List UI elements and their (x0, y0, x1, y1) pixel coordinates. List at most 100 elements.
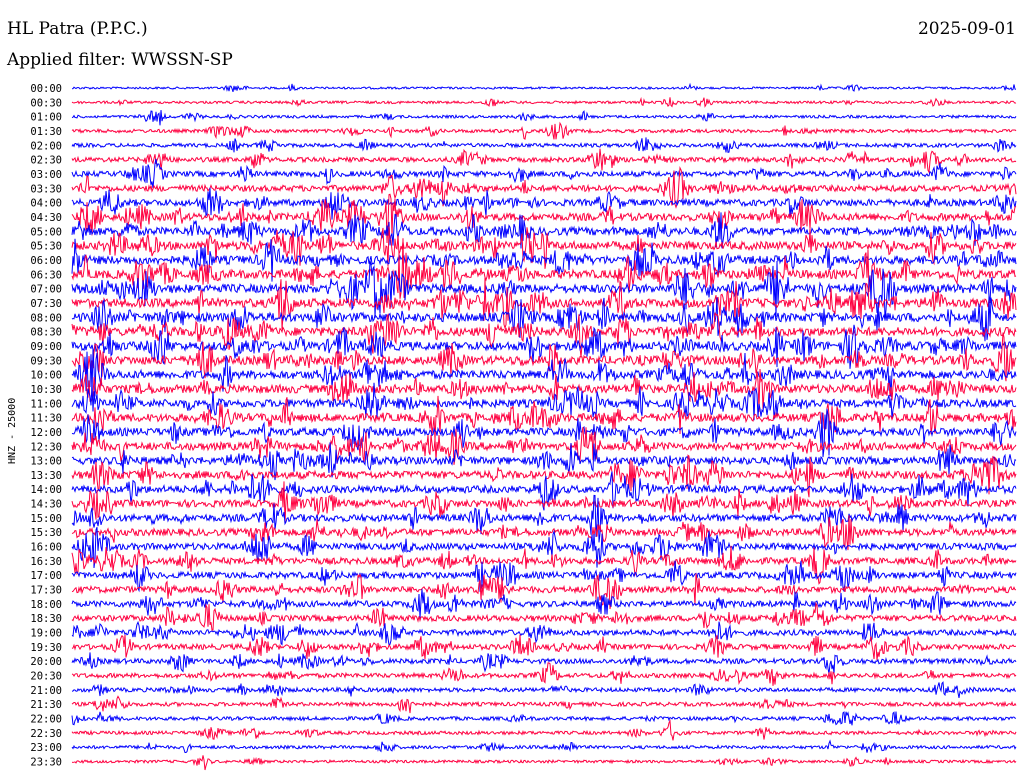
seismic-trace (71, 260, 1017, 321)
seismic-trace (71, 652, 1017, 675)
y-tick-label: 15:30 (30, 527, 62, 539)
seismic-trace (71, 312, 1017, 358)
seismic-trace (71, 739, 1017, 754)
seismic-trace (71, 166, 1017, 209)
seismic-trace (71, 238, 1017, 299)
seismic-trace (71, 295, 1017, 342)
seismic-trace (71, 527, 1017, 569)
y-tick-label: 20:00 (30, 656, 62, 668)
seismic-trace (71, 158, 1017, 189)
seismic-trace (71, 589, 1017, 619)
y-tick-label: 20:30 (30, 671, 62, 683)
y-tick-label: 23:00 (30, 742, 62, 754)
station-title: HL Patra (P.P.C.) (7, 19, 148, 39)
seismic-trace (71, 620, 1017, 646)
y-tick-label: 01:00 (30, 112, 62, 124)
seismic-trace (71, 187, 1017, 220)
seismic-trace (71, 193, 1017, 244)
y-tick-label: 13:00 (30, 456, 62, 468)
seismic-trace (71, 427, 1017, 465)
y-tick-label: 12:00 (30, 427, 62, 439)
y-tick-label: 16:00 (30, 542, 62, 554)
seismic-trace (71, 349, 1017, 398)
y-tick-label: 12:30 (30, 441, 62, 453)
seismic-trace (71, 481, 1017, 524)
y-tick-label: 09:00 (30, 341, 62, 353)
seismic-trace (71, 368, 1017, 412)
seismic-trace (71, 212, 1017, 249)
filter-subtitle: Applied filter: WWSSN-SP (7, 50, 233, 70)
seismic-trace (71, 711, 1017, 726)
y-tick-label: 02:30 (30, 155, 62, 167)
seismic-trace (71, 110, 1017, 126)
y-tick-label: 10:30 (30, 384, 62, 396)
seismic-trace (71, 408, 1017, 458)
seismic-trace (71, 719, 1017, 741)
seismic-trace (71, 96, 1017, 108)
y-tick-label: 18:00 (30, 599, 62, 611)
seismic-trace (71, 560, 1017, 593)
y-tick-label: 17:00 (30, 570, 62, 582)
y-tick-label: 23:30 (30, 757, 62, 769)
y-tick-label: 08:30 (30, 327, 62, 339)
y-tick-label: 22:30 (30, 728, 62, 740)
seismic-trace (71, 121, 1017, 140)
y-tick-label: 08:00 (30, 312, 62, 324)
y-tick-label: 05:00 (30, 226, 62, 238)
seismic-trace (71, 324, 1017, 369)
seismic-trace (71, 515, 1017, 551)
y-tick-label: 11:30 (30, 413, 62, 425)
y-tick-label: 00:30 (30, 97, 62, 109)
y-tick-label: 22:00 (30, 714, 62, 726)
seismic-trace (71, 442, 1017, 481)
y-tick-label: 11:00 (30, 398, 62, 410)
y-tick-label: 14:00 (30, 484, 62, 496)
seismic-trace (71, 137, 1017, 154)
seismic-trace (71, 662, 1017, 686)
y-tick-label: 01:30 (30, 126, 62, 138)
y-tick-label: 06:30 (30, 269, 62, 281)
seismic-trace (71, 634, 1017, 661)
seismic-trace (71, 681, 1017, 698)
seismic-trace (71, 395, 1017, 441)
y-tick-label: 21:30 (30, 699, 62, 711)
y-tick-label: 16:30 (30, 556, 62, 568)
y-tick-label: 07:30 (30, 298, 62, 310)
y-tick-label: 14:30 (30, 499, 62, 511)
y-tick-label: 04:00 (30, 198, 62, 210)
y-tick-label: 04:30 (30, 212, 62, 224)
seismic-trace (71, 695, 1017, 714)
seismic-trace (71, 382, 1017, 421)
seismic-trace (71, 226, 1017, 269)
y-tick-label: 13:30 (30, 470, 62, 482)
y-axis-label: HNZ - 25000 (7, 398, 18, 464)
y-tick-label: 03:00 (30, 169, 62, 181)
seismic-trace (71, 238, 1017, 282)
seismic-trace (71, 545, 1017, 585)
seismic-trace (71, 601, 1017, 631)
seismic-trace (71, 573, 1017, 610)
y-tick-label: 10:00 (30, 370, 62, 382)
y-tick-label: 09:30 (30, 355, 62, 367)
y-tick-label: 17:30 (30, 585, 62, 597)
y-tick-label: 05:30 (30, 241, 62, 253)
y-tick-label: 00:00 (30, 83, 62, 95)
seismic-trace (71, 148, 1017, 174)
seismic-trace (71, 755, 1017, 771)
seismic-trace (71, 332, 1017, 382)
y-tick-label: 07:00 (30, 284, 62, 296)
date-label: 2025-09-01 (917, 19, 1016, 39)
y-tick-label: 15:00 (30, 513, 62, 525)
y-tick-label: 02:00 (30, 140, 62, 152)
y-tick-label: 21:00 (30, 685, 62, 697)
trace-group (71, 82, 1017, 771)
seismic-trace (71, 82, 1017, 93)
y-tick-label: 19:30 (30, 642, 62, 654)
seismic-trace (71, 454, 1017, 498)
y-tick-label: 03:30 (30, 183, 62, 195)
seismic-trace (71, 277, 1017, 330)
seismic-trace (71, 494, 1017, 543)
seismic-trace (71, 471, 1017, 511)
y-tick-label: 19:00 (30, 628, 62, 640)
